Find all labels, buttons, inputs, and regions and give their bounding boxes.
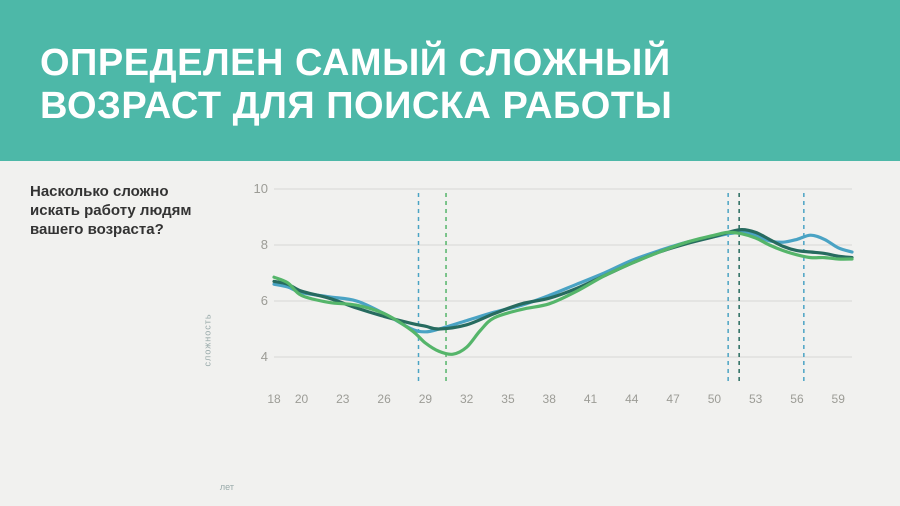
x-tick-label: 47 bbox=[666, 392, 680, 406]
x-tick-label: 44 bbox=[625, 392, 639, 406]
x-tick-label: 53 bbox=[749, 392, 763, 406]
header-banner: ОПРЕДЕЛЕН САМЫЙ СЛОЖНЫЙ ВОЗРАСТ ДЛЯ ПОИС… bbox=[0, 0, 900, 161]
x-tick-label: 38 bbox=[543, 392, 557, 406]
y-tick-label: 6 bbox=[261, 293, 268, 308]
chart-container: сложность лет 46810182023262932353841444… bbox=[240, 183, 870, 496]
y-axis-label: сложность bbox=[202, 313, 212, 366]
y-tick-label: 10 bbox=[254, 183, 268, 196]
x-tick-label: 18 bbox=[267, 392, 281, 406]
x-tick-label: 23 bbox=[336, 392, 350, 406]
y-tick-label: 8 bbox=[261, 237, 268, 252]
x-tick-label: 29 bbox=[419, 392, 433, 406]
x-tick-label: 20 bbox=[295, 392, 309, 406]
x-tick-label: 59 bbox=[832, 392, 846, 406]
x-tick-label: 56 bbox=[790, 392, 804, 406]
infographic-root: ОПРЕДЕЛЕН САМЫЙ СЛОЖНЫЙ ВОЗРАСТ ДЛЯ ПОИС… bbox=[0, 0, 900, 506]
x-tick-label: 32 bbox=[460, 392, 474, 406]
x-tick-label: 26 bbox=[377, 392, 391, 406]
x-tick-label: 50 bbox=[708, 392, 722, 406]
line-chart: 4 6 8 10 18 20 23 26 29 32 35 38 41 44 47 50 53 56 59 bbox=[240, 183, 860, 413]
y-tick-label: 4 bbox=[261, 349, 268, 364]
x-tick-label: 35 bbox=[501, 392, 515, 406]
question-text: Насколько сложно искать работу людям ваш… bbox=[30, 183, 222, 239]
headline-title: ОПРЕДЕЛЕН САМЫЙ СЛОЖНЫЙ ВОЗРАСТ ДЛЯ ПОИС… bbox=[40, 42, 860, 127]
series-blue bbox=[274, 232, 852, 331]
x-tick-label: 41 bbox=[584, 392, 598, 406]
x-axis-label: лет bbox=[220, 482, 234, 492]
body-panel: Насколько сложно искать работу людям ваш… bbox=[0, 161, 900, 506]
